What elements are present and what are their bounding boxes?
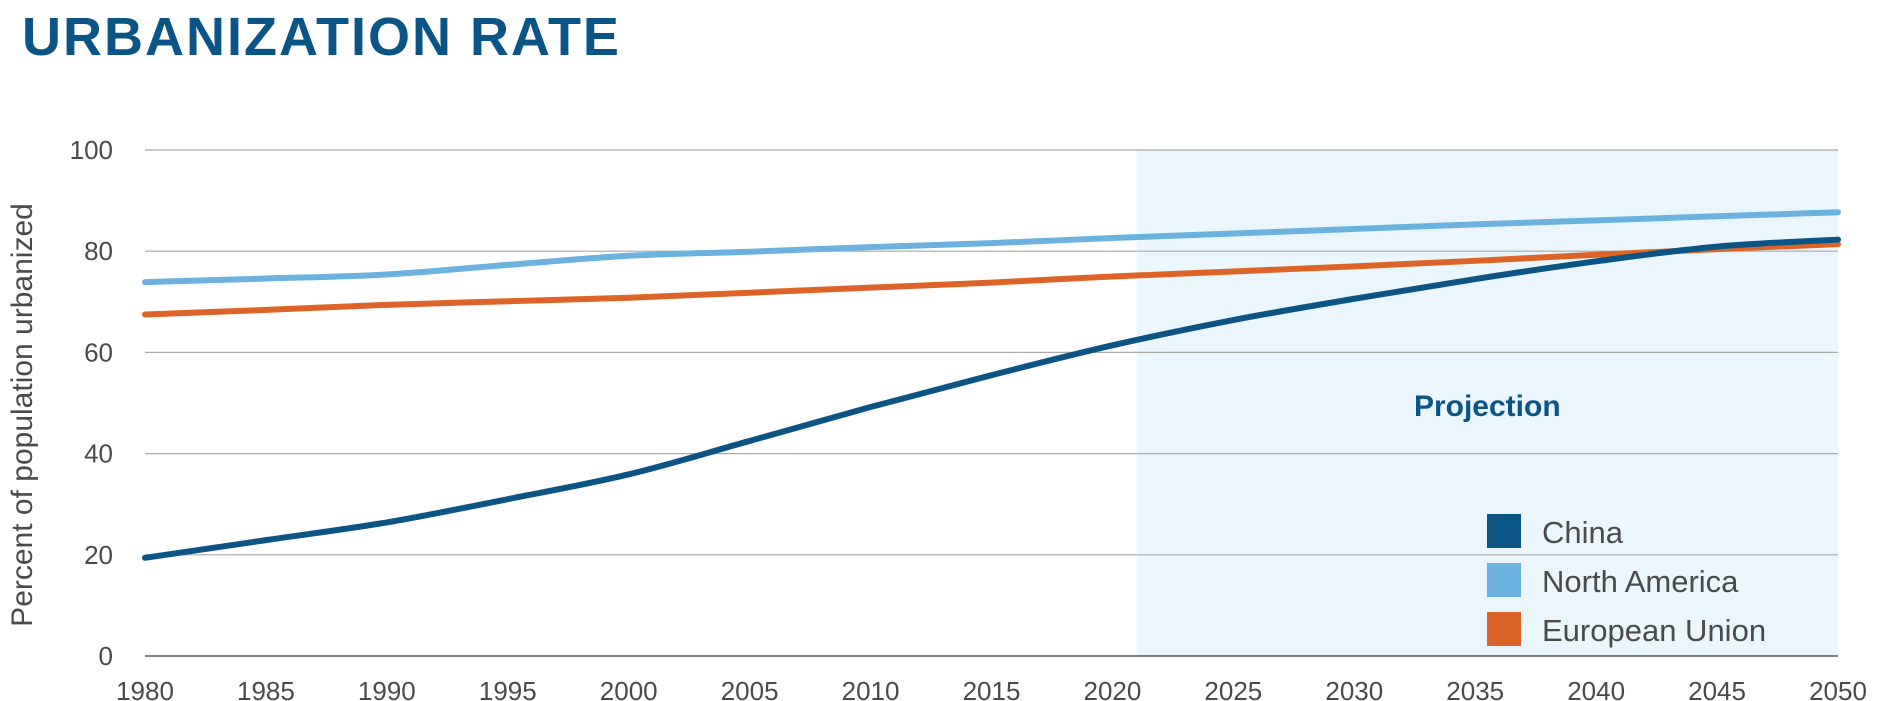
y-tick-label-80: 80 [84, 236, 113, 266]
x-tick-label-2030: 2030 [1325, 676, 1383, 701]
x-tick-label-1995: 1995 [479, 676, 537, 701]
x-tick-label-2015: 2015 [963, 676, 1021, 701]
chart-title: URBANIZATION RATE [22, 7, 621, 67]
x-tick-label-1990: 1990 [358, 676, 416, 701]
x-tick-label-2040: 2040 [1567, 676, 1625, 701]
y-axis-label: Percent of population urbanized [6, 203, 39, 627]
projection-label: Projection [1414, 390, 1561, 423]
x-tick-label-2020: 2020 [1084, 676, 1142, 701]
x-tick-label-2050: 2050 [1809, 676, 1867, 701]
legend-swatch-north-america [1487, 563, 1521, 597]
x-tick-label-2010: 2010 [842, 676, 900, 701]
legend-label-north-america: North America [1542, 564, 1739, 599]
legend-label-china: China [1542, 515, 1624, 550]
legend: China North America European Union [1487, 514, 1766, 648]
series-lines [142, 209, 1841, 561]
y-tick-label-100: 100 [70, 135, 113, 165]
x-tick-label-1985: 1985 [237, 676, 295, 701]
legend-swatch-european-union [1487, 612, 1521, 646]
y-tick-label-20: 20 [84, 540, 113, 570]
series-line-north-america [142, 209, 1841, 286]
x-tick-label-2005: 2005 [721, 676, 779, 701]
x-tick-label-2045: 2045 [1688, 676, 1746, 701]
y-tick-label-40: 40 [84, 439, 113, 469]
x-tick-label-1980: 1980 [116, 676, 174, 701]
x-tick-label-2035: 2035 [1446, 676, 1504, 701]
y-tick-label-0: 0 [99, 641, 113, 671]
series-line-china [142, 236, 1841, 561]
x-tick-label-2025: 2025 [1204, 676, 1262, 701]
series-line-european-union [142, 241, 1841, 318]
legend-label-european-union: European Union [1542, 613, 1766, 648]
legend-swatch-china [1487, 514, 1521, 548]
y-tick-label-60: 60 [84, 337, 113, 367]
x-tick-label-2000: 2000 [600, 676, 658, 701]
gridlines [145, 149, 1838, 556]
